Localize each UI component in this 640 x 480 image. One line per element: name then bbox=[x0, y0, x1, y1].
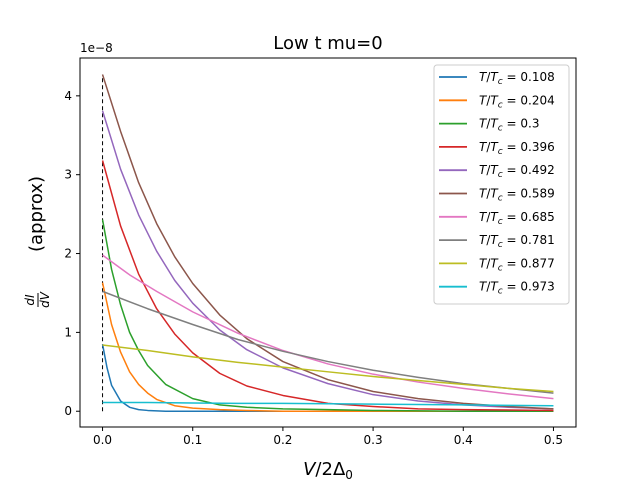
x-tick-label: 0.5 bbox=[544, 433, 563, 447]
svg-text:dI: dI bbox=[23, 294, 37, 306]
y-tick-label: 0 bbox=[64, 404, 72, 418]
x-tick-label: 0.3 bbox=[364, 433, 383, 447]
y-axis-ticks: 0 1 2 3 4 bbox=[64, 89, 80, 418]
y-tick-label: 2 bbox=[64, 247, 72, 261]
y-tick-label: 1 bbox=[64, 325, 72, 339]
axes-frame bbox=[79, 57, 577, 428]
series-line-6 bbox=[101, 74, 554, 410]
legend-label-8: T/Tc = 0.781 bbox=[479, 233, 555, 250]
legend-label-9: T/Tc = 0.877 bbox=[479, 256, 555, 273]
legend-label-1: T/Tc = 0.108 bbox=[479, 70, 555, 87]
x-axis-label: V/2Δ0 bbox=[303, 459, 353, 480]
series-line-10 bbox=[102, 401, 554, 407]
legend-label-2: T/Tc = 0.204 bbox=[479, 93, 555, 110]
chart-title: Low t mu=0 bbox=[273, 33, 382, 54]
legend-label-7: T/Tc = 0.685 bbox=[479, 210, 555, 227]
legend: T/Tc = 0.108 T/Tc = 0.204 T/Tc = 0.3 T/Tc =… bbox=[433, 64, 570, 305]
y-tick-label: 3 bbox=[64, 168, 72, 182]
y-scale-label: 1e−8 bbox=[80, 41, 113, 55]
legend-box bbox=[433, 64, 570, 305]
x-tick-label: 0.0 bbox=[93, 433, 112, 447]
x-tick-label: 0.1 bbox=[183, 433, 202, 447]
legend-label-3: T/Tc = 0.3 bbox=[479, 117, 539, 134]
plot-area bbox=[101, 74, 554, 412]
svg-text:dV: dV bbox=[38, 291, 52, 308]
series-line-5 bbox=[101, 110, 554, 410]
y-axis-label-suffix: (approx) bbox=[26, 176, 47, 252]
series-line-7 bbox=[102, 254, 554, 400]
x-tick-label: 0.2 bbox=[273, 433, 292, 447]
legend-label-5: T/Tc = 0.492 bbox=[479, 163, 555, 180]
legend-label-10: T/Tc = 0.973 bbox=[479, 280, 555, 297]
legend-label-6: T/Tc = 0.589 bbox=[479, 187, 555, 204]
series-line-9 bbox=[102, 344, 554, 393]
series-line-3 bbox=[101, 219, 554, 412]
series-line-4 bbox=[101, 160, 554, 412]
x-tick-label: 0.4 bbox=[454, 433, 473, 447]
series-line-2 bbox=[101, 282, 554, 412]
x-axis-ticks: 0.0 0.1 0.2 0.3 0.4 0.5 bbox=[93, 427, 563, 447]
series-line-8 bbox=[102, 290, 554, 394]
y-tick-label: 4 bbox=[64, 89, 72, 103]
y-axis-label: dI dV (approx) bbox=[23, 176, 52, 308]
legend-label-4: T/Tc = 0.396 bbox=[479, 140, 555, 157]
